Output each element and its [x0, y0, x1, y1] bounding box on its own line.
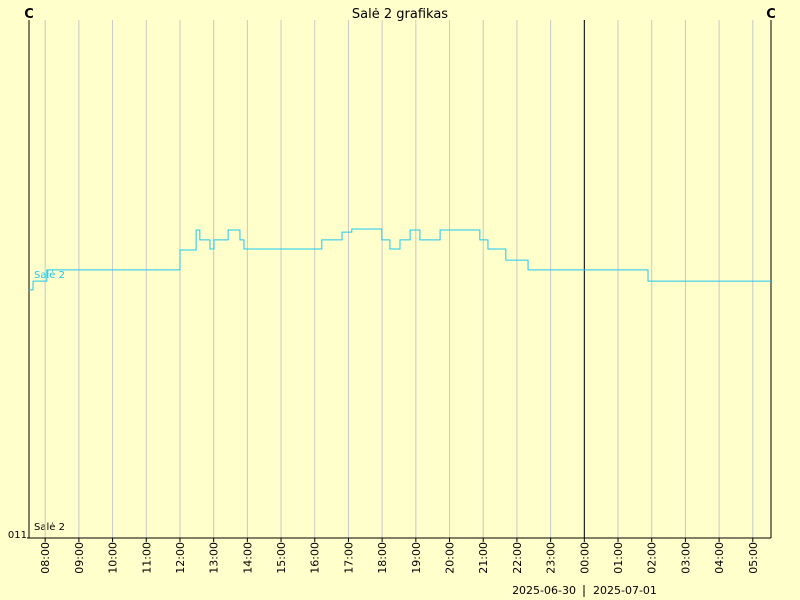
x-tick-label: 22:00: [511, 542, 524, 574]
x-tick-label: 16:00: [309, 542, 322, 574]
series-name: Salė 2: [34, 270, 65, 281]
x-tick-label: 15:00: [275, 542, 288, 574]
x-tick-label: 11:00: [140, 542, 153, 574]
x-tick-label: 10:00: [107, 542, 120, 574]
x-tick-label: 13:00: [208, 542, 221, 574]
x-tick-label: 01:00: [612, 542, 625, 574]
y2-unit-label: C: [766, 7, 776, 22]
x-tick-label: 02:00: [646, 542, 659, 574]
x-tick-label: 19:00: [410, 542, 423, 574]
x-tick-label: 04:00: [713, 542, 726, 574]
x-tick-label: 18:00: [376, 542, 389, 574]
y-tick-label: 011: [8, 530, 27, 541]
chart-title: Salė 2 grafikas: [352, 7, 448, 22]
x-tick-label: 00:00: [578, 542, 591, 574]
series-line: [29, 228, 771, 291]
y-unit-label: C: [24, 7, 34, 22]
series-label: Salė 2: [34, 522, 65, 533]
date-label: 2025-06-30: [512, 584, 576, 597]
x-tick-label: 08:00: [39, 542, 52, 574]
x-tick-label: 21:00: [477, 542, 490, 574]
x-tick-label: 23:00: [545, 542, 558, 574]
date-label: 2025-07-01: [593, 584, 657, 597]
x-tick-label: 12:00: [174, 542, 187, 574]
x-tick-label: 09:00: [73, 542, 86, 574]
x-tick-label: 03:00: [679, 542, 692, 574]
x-tick-label: 17:00: [342, 542, 355, 574]
x-tick-label: 20:00: [444, 542, 457, 574]
x-tick-label: 14:00: [241, 542, 254, 574]
x-tick-label: 05:00: [747, 542, 760, 574]
